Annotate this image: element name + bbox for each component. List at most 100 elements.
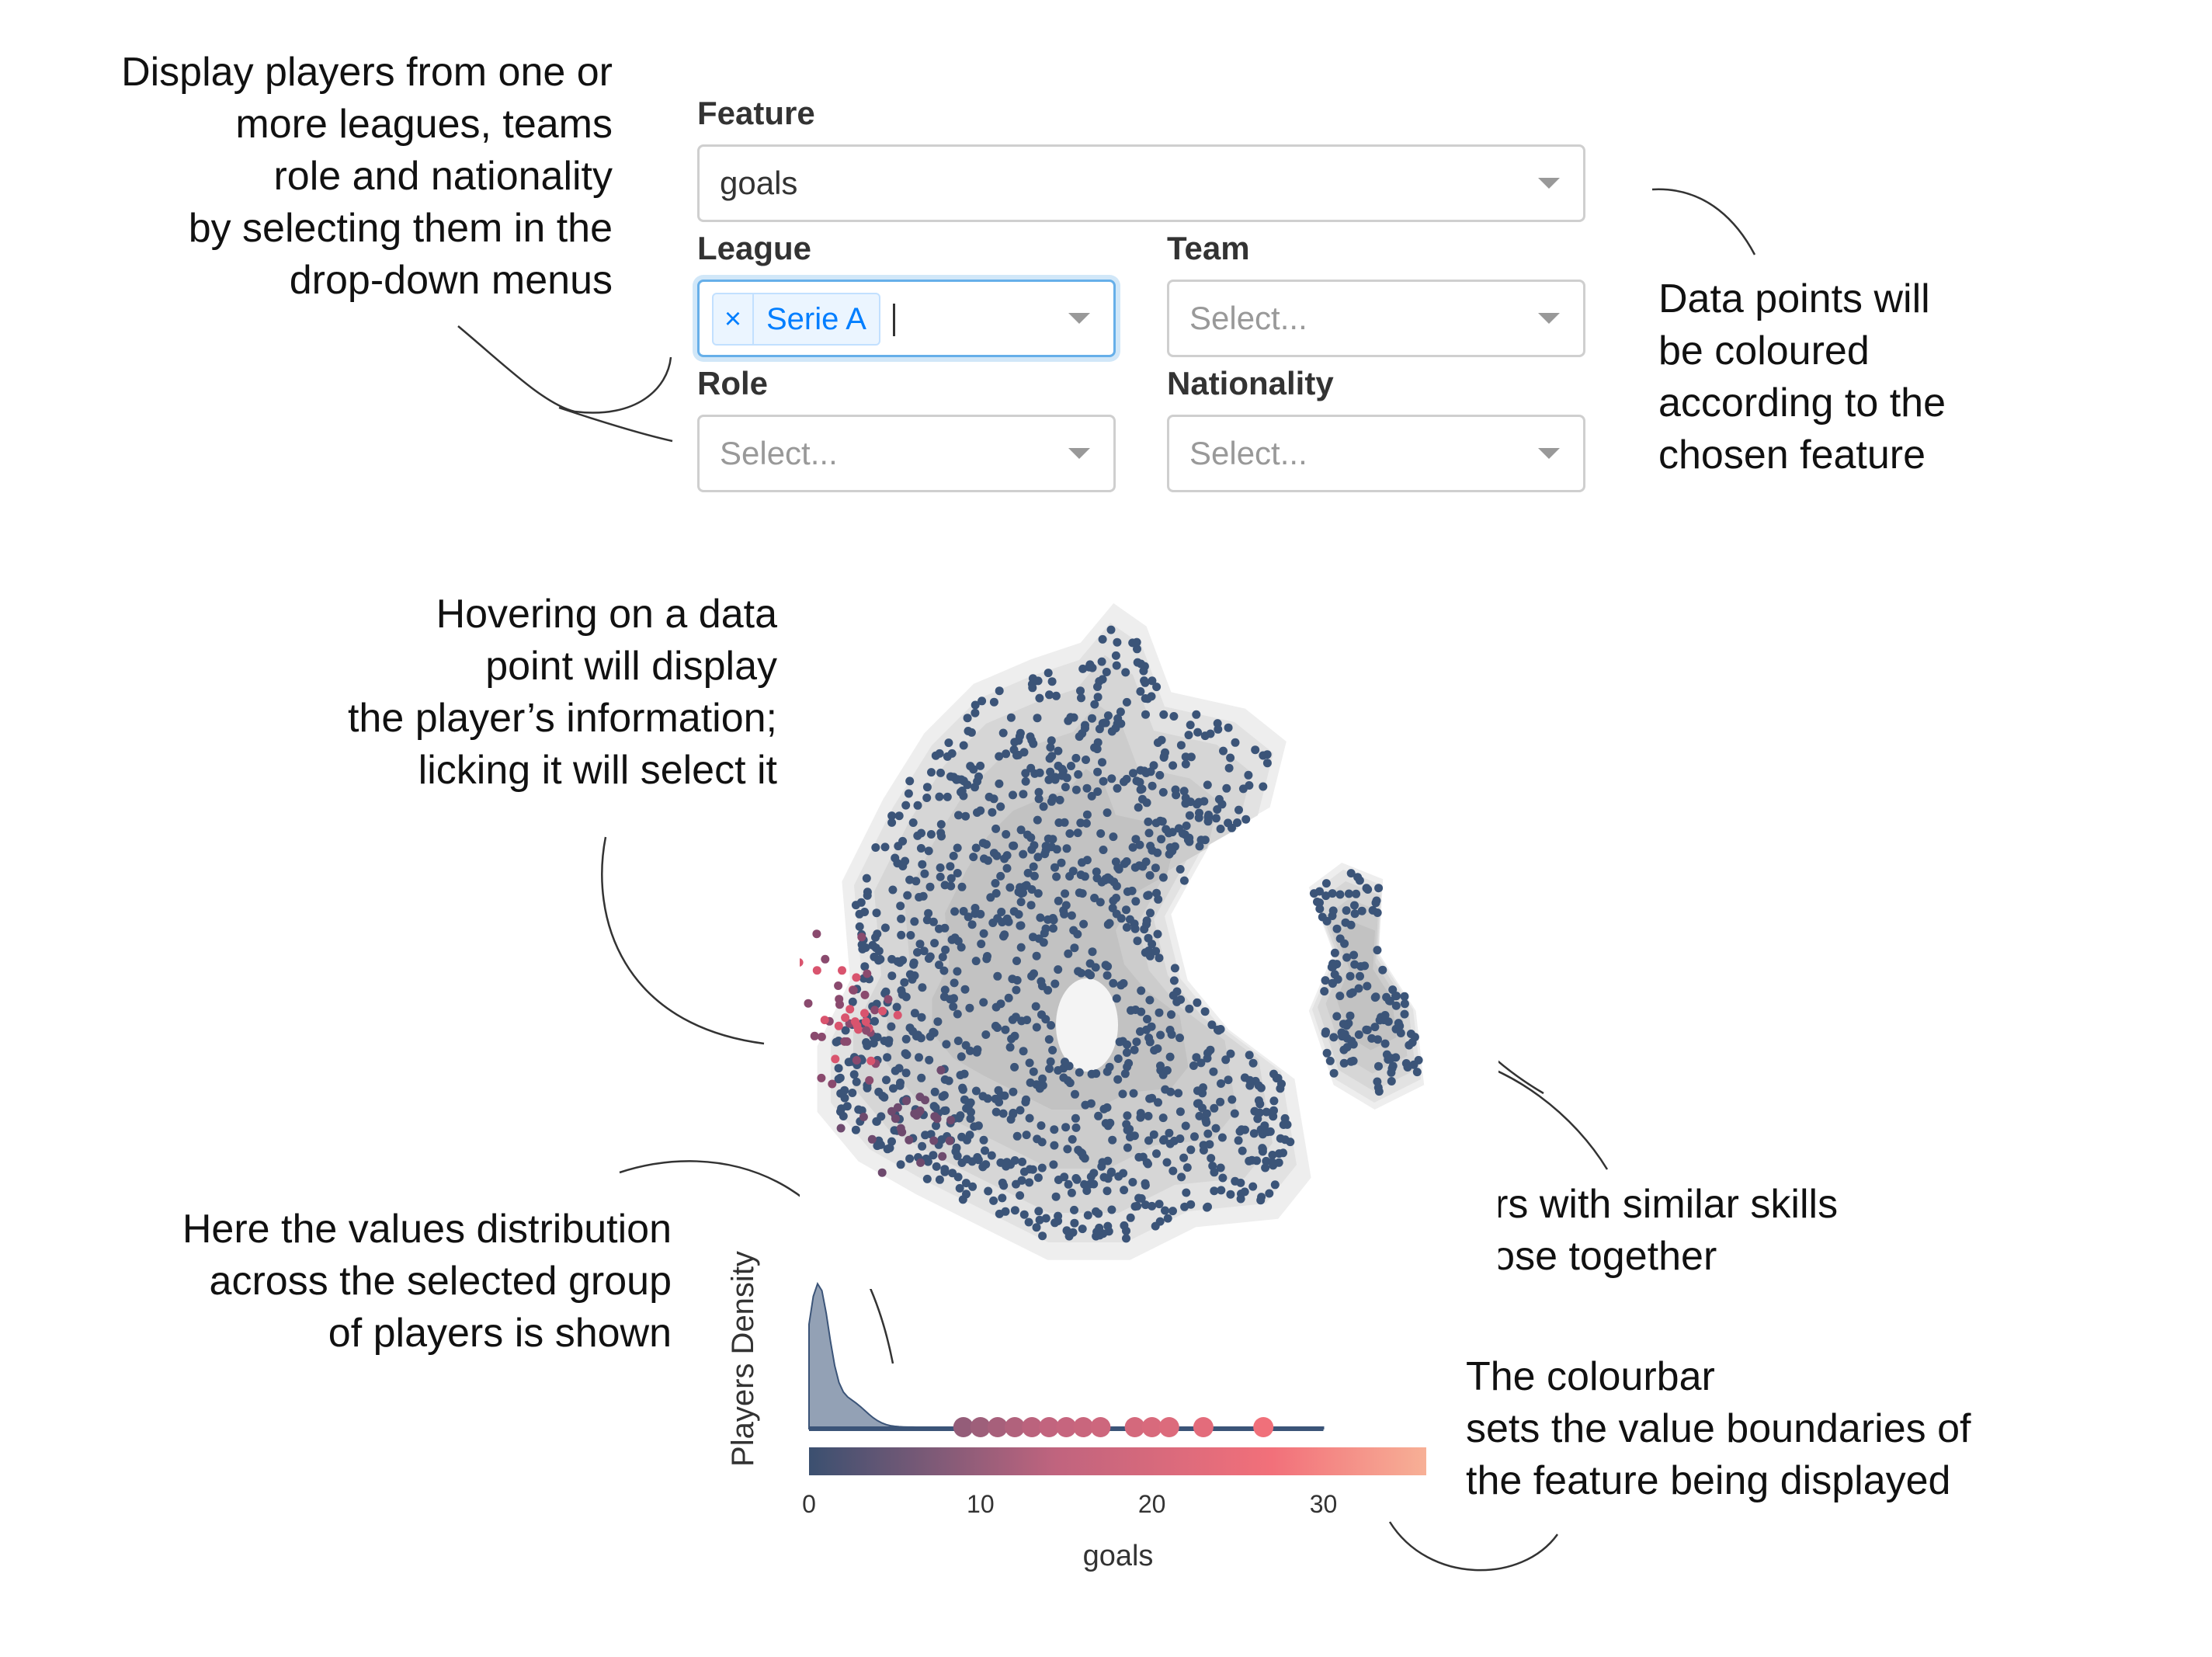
- player-point[interactable]: [1057, 771, 1067, 780]
- player-point[interactable]: [1021, 776, 1030, 786]
- player-point[interactable]: [1349, 950, 1359, 960]
- player-point[interactable]: [1391, 992, 1400, 1001]
- player-point[interactable]: [1113, 783, 1122, 793]
- player-point[interactable]: [836, 1124, 846, 1133]
- player-point[interactable]: [904, 789, 913, 798]
- player-point[interactable]: [1090, 700, 1099, 709]
- highlighted-player-dot[interactable]: [1158, 1417, 1179, 1437]
- player-point[interactable]: [1030, 871, 1039, 881]
- player-point[interactable]: [1216, 1163, 1225, 1172]
- player-point[interactable]: [966, 1114, 975, 1124]
- player-point[interactable]: [915, 1093, 925, 1102]
- player-point[interactable]: [1144, 828, 1154, 838]
- highlighted-player-dot[interactable]: [1022, 1417, 1043, 1437]
- feature-select[interactable]: goals: [697, 144, 1585, 222]
- player-point[interactable]: [952, 1143, 961, 1152]
- player-point[interactable]: [1045, 690, 1054, 700]
- player-point[interactable]: [1350, 901, 1359, 910]
- player-point[interactable]: [1254, 1096, 1263, 1105]
- player-point[interactable]: [953, 1172, 963, 1182]
- player-point[interactable]: [1112, 881, 1121, 891]
- player-point[interactable]: [1221, 1055, 1231, 1065]
- player-point[interactable]: [906, 931, 915, 940]
- player-point[interactable]: [1071, 1089, 1079, 1099]
- chevron-down-icon[interactable]: [1538, 313, 1560, 324]
- player-point[interactable]: [1074, 1145, 1083, 1155]
- player-point[interactable]: [1363, 1026, 1372, 1034]
- player-point[interactable]: [800, 958, 804, 967]
- player-point[interactable]: [1069, 926, 1078, 935]
- player-point[interactable]: [1004, 993, 1013, 1002]
- player-point[interactable]: [1061, 783, 1070, 792]
- player-point[interactable]: [1234, 1136, 1243, 1145]
- player-point[interactable]: [867, 1134, 877, 1144]
- player-point[interactable]: [959, 741, 968, 750]
- player-point[interactable]: [1070, 1205, 1078, 1214]
- player-point[interactable]: [1237, 1125, 1246, 1134]
- player-point[interactable]: [1322, 916, 1332, 926]
- player-point[interactable]: [1050, 1141, 1059, 1150]
- player-point[interactable]: [936, 820, 946, 829]
- player-point[interactable]: [1388, 1061, 1398, 1071]
- player-point[interactable]: [1078, 858, 1086, 867]
- player-point[interactable]: [1346, 989, 1355, 999]
- player-point[interactable]: [1192, 710, 1201, 719]
- player-point[interactable]: [1228, 823, 1236, 832]
- player-point[interactable]: [884, 995, 893, 1004]
- player-point[interactable]: [1313, 898, 1321, 906]
- player-point[interactable]: [955, 1183, 964, 1193]
- player-point[interactable]: [1401, 1059, 1411, 1068]
- player-point[interactable]: [905, 776, 915, 786]
- player-point[interactable]: [1129, 769, 1137, 778]
- player-point[interactable]: [859, 1113, 868, 1121]
- player-point[interactable]: [1010, 1062, 1019, 1072]
- player-point[interactable]: [1122, 1234, 1130, 1243]
- player-point[interactable]: [880, 923, 890, 933]
- player-point[interactable]: [1315, 887, 1324, 896]
- player-point[interactable]: [832, 1037, 841, 1047]
- player-point[interactable]: [1139, 666, 1148, 676]
- player-point[interactable]: [1097, 657, 1106, 666]
- player-point[interactable]: [1068, 1134, 1077, 1144]
- player-point[interactable]: [1019, 1047, 1028, 1056]
- player-point[interactable]: [1238, 784, 1248, 794]
- player-point[interactable]: [1062, 844, 1071, 853]
- player-point[interactable]: [1037, 1138, 1047, 1147]
- player-point[interactable]: [1224, 1075, 1233, 1085]
- nationality-select[interactable]: Select...: [1167, 415, 1585, 492]
- player-point[interactable]: [1010, 738, 1019, 747]
- player-point[interactable]: [1002, 1162, 1011, 1171]
- player-point[interactable]: [976, 806, 985, 815]
- player-point[interactable]: [1129, 1089, 1138, 1098]
- player-point[interactable]: [1328, 979, 1337, 988]
- player-point[interactable]: [1210, 1186, 1219, 1196]
- player-point[interactable]: [848, 1089, 857, 1097]
- player-point[interactable]: [1019, 849, 1028, 859]
- player-point[interactable]: [1259, 782, 1268, 791]
- player-point[interactable]: [820, 1016, 829, 1025]
- player-point[interactable]: [1078, 1225, 1087, 1234]
- player-point[interactable]: [842, 1037, 852, 1046]
- player-point[interactable]: [1335, 890, 1345, 899]
- player-point[interactable]: [1096, 829, 1106, 838]
- player-point[interactable]: [1064, 949, 1073, 958]
- player-point[interactable]: [1046, 1057, 1055, 1066]
- player-point[interactable]: [1349, 1056, 1358, 1065]
- player-point[interactable]: [836, 1089, 846, 1098]
- player-point[interactable]: [910, 1009, 919, 1018]
- player-point[interactable]: [1025, 1113, 1034, 1123]
- player-point[interactable]: [1073, 828, 1082, 838]
- player-point[interactable]: [849, 985, 858, 995]
- player-point[interactable]: [1143, 891, 1152, 900]
- player-point[interactable]: [959, 907, 968, 915]
- player-point[interactable]: [995, 1098, 1004, 1106]
- player-point[interactable]: [969, 853, 978, 862]
- player-point[interactable]: [1092, 867, 1101, 877]
- player-point[interactable]: [895, 1081, 905, 1090]
- player-point[interactable]: [936, 872, 945, 881]
- player-point[interactable]: [1184, 731, 1193, 740]
- player-point[interactable]: [1363, 981, 1372, 991]
- player-point[interactable]: [1080, 872, 1089, 881]
- player-point[interactable]: [964, 727, 973, 735]
- player-point[interactable]: [917, 828, 925, 838]
